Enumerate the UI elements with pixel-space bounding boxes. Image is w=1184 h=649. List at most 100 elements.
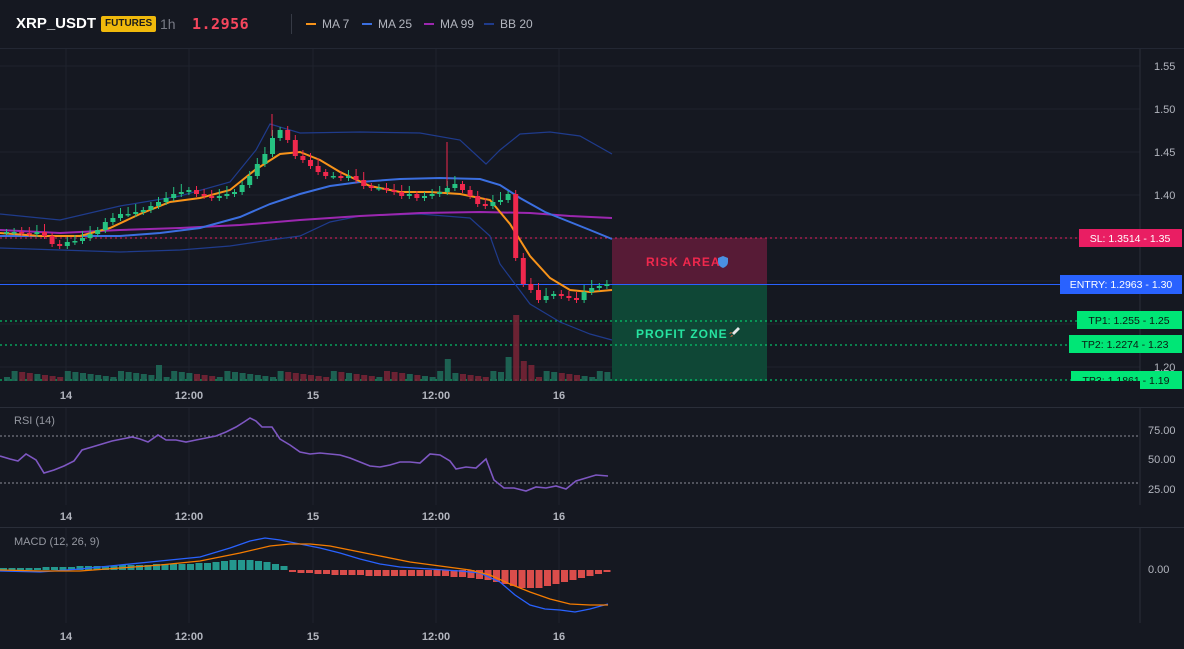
macd-hist-bar — [527, 570, 534, 588]
candle-body — [475, 196, 481, 204]
volume-bar — [11, 371, 18, 381]
candle-body — [270, 138, 275, 154]
rsi-title: RSI (14) — [14, 415, 55, 427]
volume-bar — [384, 371, 390, 381]
chart-header: XRP_USDT FUTURES 1h 1.2956 MA 7 MA 25 MA… — [0, 0, 1184, 49]
volume-bar — [178, 372, 185, 381]
macd-title: MACD (12, 26, 9) — [14, 536, 100, 548]
volume-bar — [604, 372, 611, 381]
price-chart-pane[interactable]: RISK AREA PROFIT ZONE 1.55 1.50 1.45 1.4… — [0, 49, 1184, 405]
macd-hist-bar — [331, 570, 339, 575]
candle-body — [308, 160, 313, 166]
legend-label: MA 25 — [378, 17, 413, 31]
time-tick: 14 — [60, 631, 73, 643]
sl-tag[interactable]: SL: 1.3514 - 1.35 — [1079, 229, 1182, 247]
volume-bar — [156, 365, 162, 381]
macd-pane[interactable]: MACD (12, 26, 9) 0.00 14 12:00 15 12:00 … — [0, 528, 1184, 649]
macd-hist-bar — [442, 570, 449, 576]
volume-bar — [513, 315, 520, 381]
time-tick: 12:00 — [422, 511, 450, 523]
legend-ma7[interactable]: MA 7 — [306, 0, 349, 48]
entry-tag[interactable]: ENTRY: 1.2963 - 1.30 — [1060, 275, 1182, 294]
macd-hist-bar — [374, 570, 381, 576]
volume-bar — [140, 374, 147, 381]
macd-hist-bar — [476, 570, 483, 579]
volume-bar — [574, 375, 580, 381]
volume-bar — [505, 357, 512, 381]
candle-body — [574, 298, 579, 300]
volume-bar — [437, 371, 444, 381]
rsi-pane[interactable]: RSI (14) 75.00 50.00 25.00 14 12:00 15 1… — [0, 408, 1184, 526]
macd-hist-bar — [289, 570, 296, 572]
risk-area-zone — [612, 238, 767, 284]
volume-bar — [232, 372, 238, 381]
candle-body — [543, 296, 549, 300]
macd-hist-bar — [510, 570, 517, 586]
rsi-grid — [65, 408, 560, 505]
legend-bb20[interactable]: BB 20 — [484, 0, 533, 48]
candle-body — [581, 292, 587, 300]
time-tick: 12:00 — [175, 390, 203, 402]
timeframe-selector[interactable]: 1h — [160, 16, 176, 32]
candle-body — [49, 236, 55, 244]
time-axis-bg — [0, 381, 1140, 405]
candle-body — [156, 202, 161, 206]
volume-bar — [444, 359, 451, 381]
macd-hist-bar — [467, 570, 475, 578]
macd-hist-bar — [416, 570, 424, 576]
bb20-swatch — [484, 23, 494, 25]
pane-divider[interactable] — [0, 527, 1184, 528]
time-tick: 12:00 — [175, 631, 203, 643]
macd-hist-bar — [161, 564, 169, 570]
volume-bar — [330, 371, 337, 381]
volume-bar — [64, 371, 71, 381]
volume-bar — [452, 373, 459, 381]
macd-hist-bar — [501, 570, 509, 584]
tp1-tag[interactable]: TP1: 1.255 - 1.25 — [1077, 311, 1182, 329]
tp2-tag[interactable]: TP2: 1.2274 - 1.23 — [1069, 335, 1182, 353]
macd-hist-bar — [569, 570, 577, 580]
legend-label: MA 99 — [440, 17, 475, 31]
candle-body — [315, 166, 321, 172]
pane-divider[interactable] — [0, 407, 1184, 408]
candle-body — [391, 190, 397, 192]
legend-label: BB 20 — [500, 17, 533, 31]
legend-ma25[interactable]: MA 25 — [362, 0, 412, 48]
volume-bar — [338, 372, 345, 381]
price-tick: 1.45 — [1154, 147, 1175, 159]
candle-body — [186, 190, 192, 192]
macd-hist-bar — [586, 570, 594, 576]
volume-bar — [209, 376, 216, 381]
candle-body — [429, 194, 435, 196]
shield-icon — [718, 256, 728, 268]
profit-zone-label: PROFIT ZONE — [636, 327, 728, 341]
legend-label: MA 7 — [322, 17, 350, 31]
volume-bar — [285, 372, 292, 381]
macd-hist-bar — [459, 570, 466, 577]
macd-time-axis: 14 12:00 15 12:00 16 — [60, 631, 565, 643]
volume-bar — [368, 376, 375, 381]
volume-bar — [353, 374, 360, 381]
sl-tag-text: SL: 1.3514 - 1.35 — [1090, 233, 1171, 245]
legend-ma99[interactable]: MA 99 — [424, 0, 474, 48]
candle-body — [262, 154, 268, 164]
volume-bar — [118, 371, 124, 381]
volume-bar — [102, 376, 109, 381]
candle-body — [330, 176, 336, 178]
candle-body — [589, 288, 595, 292]
volume-bar — [148, 375, 155, 381]
macd-hist-bar — [595, 570, 602, 574]
macd-hist-bar — [357, 570, 364, 575]
candle-body — [292, 140, 298, 156]
volume-bar — [125, 372, 132, 381]
symbol-name[interactable]: XRP_USDT — [16, 15, 97, 32]
candle-body — [376, 188, 382, 190]
candle-body — [460, 184, 465, 190]
volume-bar — [589, 377, 596, 381]
candle-body — [178, 192, 184, 194]
volume-bar — [566, 374, 573, 381]
macd-hist-bar — [187, 564, 194, 570]
volume-bar — [224, 371, 231, 381]
candle-body — [596, 286, 602, 288]
profit-zone — [612, 284, 767, 381]
